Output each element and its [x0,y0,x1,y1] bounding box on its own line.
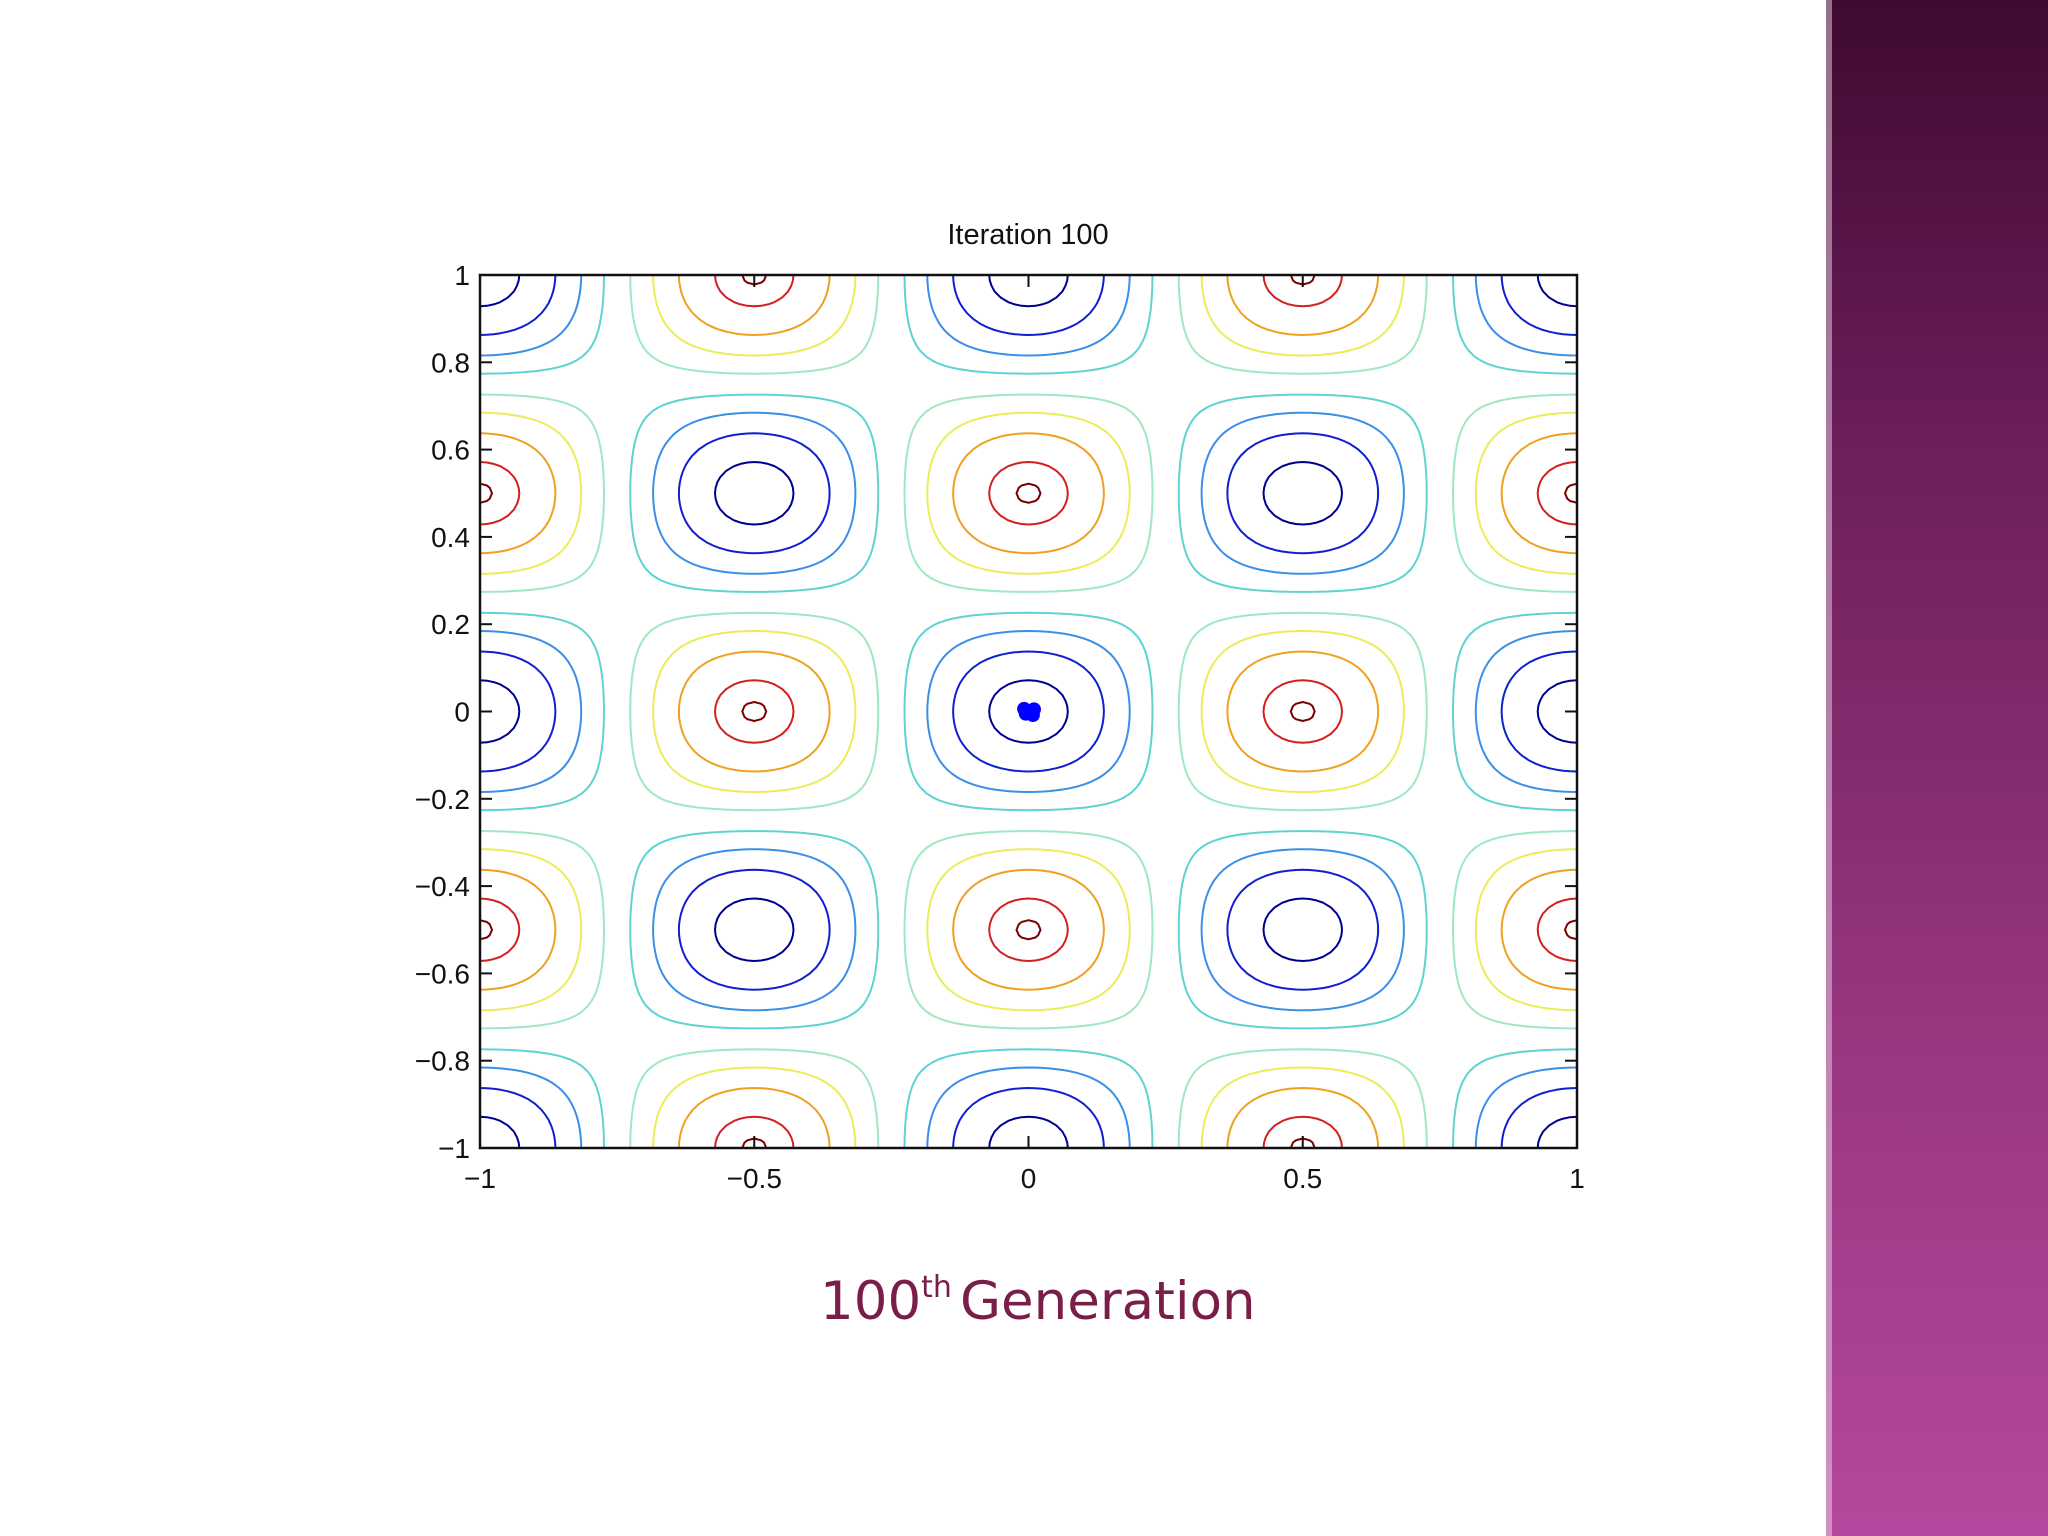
y-tick-label: −1 [438,1133,470,1164]
x-tick-label: 1 [1569,1163,1585,1194]
best-individual-points [1017,701,1041,722]
y-tick-label: 1 [454,260,470,291]
x-tick-label: 0 [1021,1163,1037,1194]
y-tick-label: 0.4 [431,522,470,553]
contour-level-7 [479,274,1578,1149]
y-tick-label: 0.2 [431,609,470,640]
axis-ticks: −1 −0.5 0 0.5 1 −1 −0.8 −0.6 −0.4 −0.2 0 0.2 0.4 0.6 0… [415,260,1585,1194]
contour-level-0 [479,274,1578,1149]
contour-level-4 [479,274,1578,1149]
y-tick-label: 0.8 [431,347,470,378]
y-tick-label: −0.4 [415,871,470,902]
y-tick-label: 0 [454,697,470,728]
contour-level-3 [479,274,1578,1149]
contour-plot: Iteration 100 −1 −0.5 0 0.5 1−1−0.8−0.6−0.4−… [415,219,1585,1194]
x-tick-label: −1 [464,1163,496,1194]
x-tick-label: −0.5 [727,1163,782,1194]
contour-lines [479,274,1578,1149]
y-tick-label: −0.2 [415,784,470,815]
contour-level-8 [479,274,1578,1149]
contour-level-1 [479,274,1578,1149]
population-point [1017,701,1032,716]
contour-level-6 [479,274,1578,1149]
contour-level-2 [479,274,1578,1149]
y-tick-label: −0.6 [415,958,470,989]
slide-background [0,0,1826,1536]
x-tick-label: 0.5 [1283,1163,1322,1194]
decorative-side-band [1826,0,2048,1536]
contour-level-5 [479,274,1578,1149]
chart-title: Iteration 100 [947,219,1108,251]
y-tick-label: 0.6 [431,435,470,466]
y-tick-label: −0.8 [415,1046,470,1077]
